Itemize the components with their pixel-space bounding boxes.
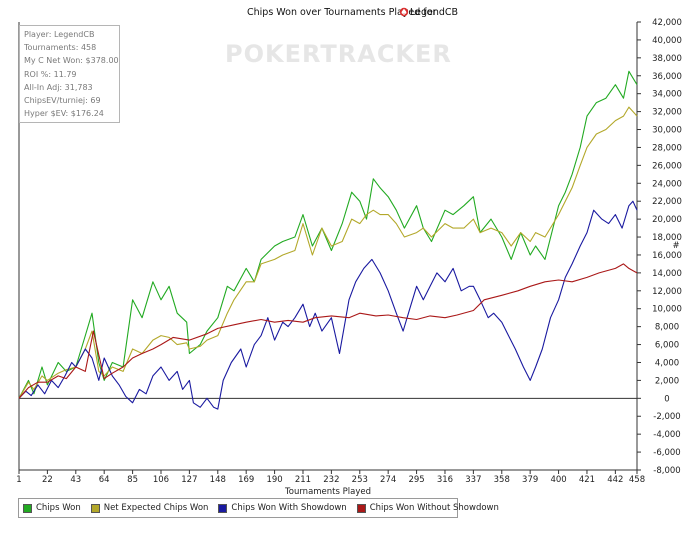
y-tick-label: -4,000: [653, 430, 680, 440]
x-tick-label: 337: [465, 475, 481, 485]
legend-item-net-expected[interactable]: Net Expected Chips Won: [90, 503, 209, 513]
x-tick-label: 64: [99, 475, 110, 485]
pokertracker-watermark: POKERTRACKER: [225, 40, 452, 68]
y-tick-label: 22,000: [652, 197, 682, 207]
x-tick-label: 421: [579, 475, 595, 485]
stat-roi: ROI %: 11.79: [24, 69, 77, 79]
x-tick-label: 127: [181, 475, 197, 485]
y-tick-label: 42,000: [652, 18, 682, 28]
y-tick-label: 16,000: [652, 251, 682, 261]
y-tick-label: 12,000: [652, 287, 682, 297]
stat-tournaments: Tournaments: 458: [24, 43, 97, 53]
legend-item-with-showdown[interactable]: Chips Won With Showdown: [218, 503, 347, 513]
x-tick-label: 211: [295, 475, 311, 485]
spade-logo-icon: [399, 7, 409, 17]
y-tick-label: 26,000: [652, 161, 682, 171]
x-tick-label: 232: [323, 475, 339, 485]
x-tick-label: 358: [494, 475, 510, 485]
x-tick-label: 274: [380, 475, 396, 485]
series-line-chips-won-with-showdown: [18, 200, 638, 410]
x-tick-label: 400: [550, 475, 566, 485]
legend-swatch: [90, 503, 100, 513]
y-axis-label: #: [672, 241, 679, 251]
x-tick-label: 43: [70, 475, 81, 485]
legend-item-without-showdown[interactable]: Chips Won Without Showdown: [356, 503, 499, 513]
y-tick-label: 20,000: [652, 215, 682, 225]
y-tick-label: 34,000: [652, 90, 682, 100]
legend-label: Chips Won With Showdown: [231, 503, 347, 513]
legend-label: Chips Won: [36, 503, 81, 513]
x-tick-label: 379: [522, 475, 538, 485]
y-tick-label: 30,000: [652, 126, 682, 136]
stat-chipsev: ChipsEV/turniej: 69: [24, 96, 101, 106]
y-tick-label: -6,000: [653, 448, 680, 458]
x-tick-label: 169: [238, 475, 254, 485]
legend-swatch: [356, 503, 366, 513]
chart-title-player: LegendCB: [410, 7, 458, 18]
x-tick-label: 295: [408, 475, 424, 485]
stats-box: Player: LegendCB Tournaments: 458 My C N…: [19, 25, 120, 123]
y-tick-label: 18,000: [652, 233, 682, 243]
x-tick-label: 442: [607, 475, 623, 485]
y-tick-label: 28,000: [652, 143, 682, 153]
x-tick-label: 148: [210, 475, 226, 485]
y-tick-label: 0: [664, 394, 669, 404]
x-tick-label: 22: [42, 475, 53, 485]
y-tick-label: 24,000: [652, 179, 682, 189]
x-tick-label: 106: [153, 475, 169, 485]
y-tick-label: 8,000: [655, 323, 679, 333]
series-line-chips-won-without-showdown: [18, 263, 638, 399]
y-tick-label: 36,000: [652, 72, 682, 82]
y-tick-label: 4,000: [655, 358, 679, 368]
x-axis-label: Tournaments Played: [284, 487, 371, 497]
x-tick-label: 190: [266, 475, 282, 485]
legend-swatch: [23, 503, 32, 513]
y-tick-label: 40,000: [652, 36, 682, 46]
legend-swatch: [218, 503, 228, 513]
legend-label: Chips Won Without Showdown: [369, 503, 499, 513]
y-tick-label: 32,000: [652, 108, 682, 118]
legend-label: Net Expected Chips Won: [103, 503, 209, 513]
stat-player: Player: LegendCB: [24, 30, 95, 39]
stat-hyper-ev: Hyper $EV: $176.24: [24, 109, 104, 119]
y-tick-label: 38,000: [652, 54, 682, 64]
legend: Chips Won Net Expected Chips Won Chips W…: [18, 498, 499, 518]
x-tick-label: 85: [127, 475, 138, 485]
y-tick-label: -8,000: [653, 466, 680, 476]
x-tick-label: 1: [16, 475, 21, 485]
y-tick-label: 6,000: [655, 341, 679, 351]
y-tick-label: -2,000: [653, 412, 680, 422]
y-tick-label: 2,000: [655, 376, 679, 386]
x-tick-label: 316: [437, 475, 453, 485]
stat-net-won: My C Net Won: $378.00: [24, 56, 119, 66]
legend-item-chips-won[interactable]: Chips Won: [23, 503, 81, 513]
chart-title: Chips Won over Tournaments Played for: [247, 7, 436, 18]
stat-allin-adj: All-In Adj: 31,783: [24, 82, 93, 92]
series-line-chips-won: [18, 70, 638, 399]
x-tick-label: 458: [629, 475, 645, 485]
y-tick-label: 14,000: [652, 269, 682, 279]
x-tick-label: 253: [352, 475, 368, 485]
y-tick-label: 10,000: [652, 305, 682, 315]
series-line-net-expected-chips-won: [18, 106, 638, 399]
